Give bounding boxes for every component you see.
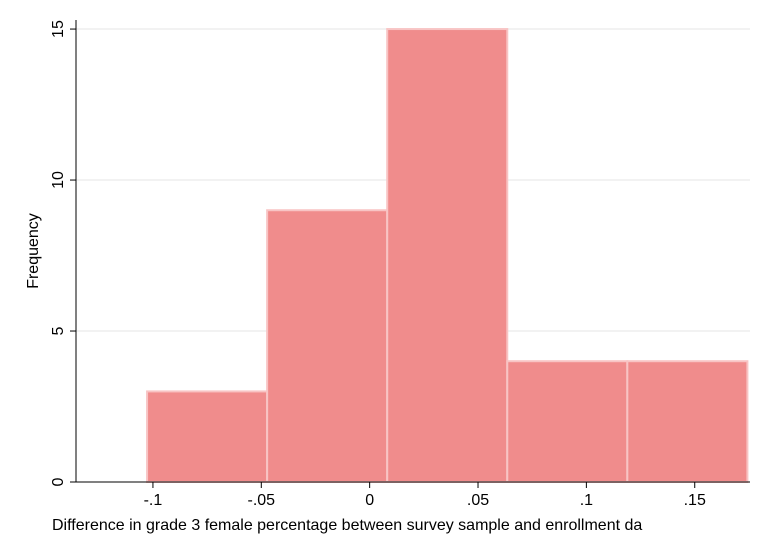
x-tick-label: -.1 <box>144 492 163 509</box>
y-tick-label: 5 <box>50 326 67 335</box>
x-tick-label: .15 <box>684 492 706 509</box>
x-tick-label: .05 <box>467 492 489 509</box>
histogram-bars <box>146 28 749 484</box>
x-tick-label: -.05 <box>248 492 276 509</box>
axes <box>75 20 750 483</box>
y-axis-title: Frequency <box>25 213 42 289</box>
histogram-bar-2 <box>266 209 389 483</box>
x-axis-ticks: -.1 -.05 0 .05 .1 .15 <box>144 482 706 509</box>
y-tick-label: 0 <box>50 477 67 486</box>
x-axis-title: Difference in grade 3 female percentage … <box>52 517 642 534</box>
y-tick-label: 15 <box>50 20 67 38</box>
x-tick-label: .1 <box>580 492 593 509</box>
histogram-bar-4 <box>506 360 629 484</box>
histogram-bar-5 <box>626 360 749 484</box>
histogram-bar-3 <box>386 28 509 483</box>
y-tick-label: 10 <box>50 171 67 189</box>
x-tick-label: 0 <box>365 492 374 509</box>
histogram-bar-1 <box>146 390 269 484</box>
y-axis-ticks: 0 5 10 15 <box>50 20 76 486</box>
